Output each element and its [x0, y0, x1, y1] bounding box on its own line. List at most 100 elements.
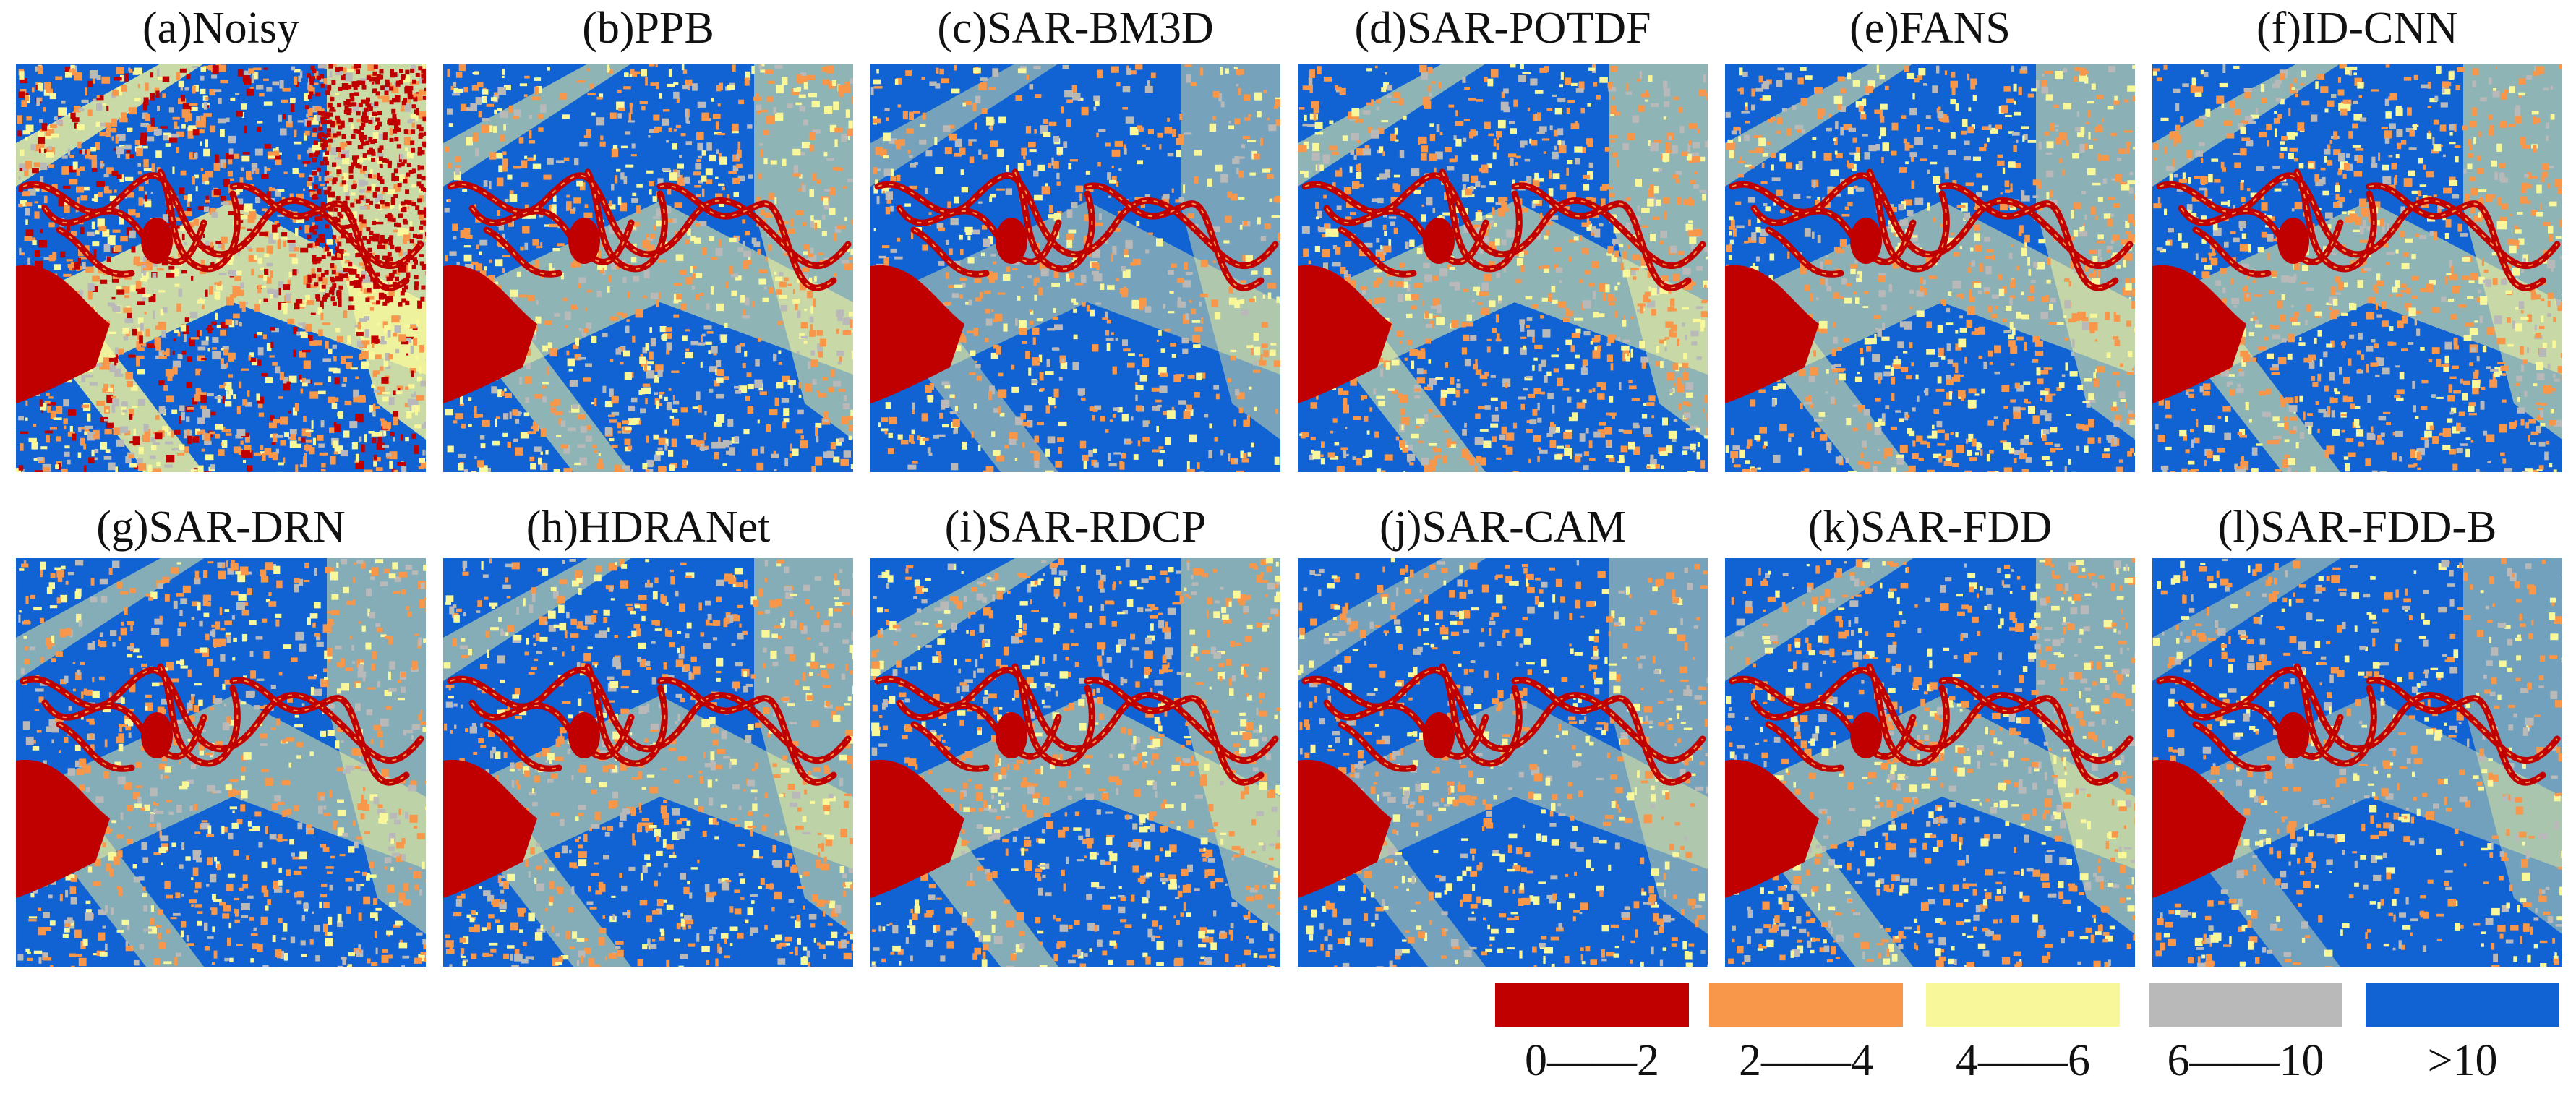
speckle: [732, 177, 740, 184]
speckle: [402, 252, 408, 255]
speckle: [1061, 106, 1064, 114]
speckle: [453, 82, 457, 87]
speckle: [675, 170, 680, 178]
speckle: [315, 92, 321, 97]
speckle: [658, 437, 667, 445]
speckle: [1260, 354, 1263, 362]
speckle: [364, 469, 373, 472]
speckle: [361, 219, 367, 224]
speckle: [354, 282, 359, 287]
speckle: [1092, 249, 1100, 258]
speckle: [594, 450, 598, 453]
speckle: [371, 82, 375, 85]
speckle: [756, 196, 761, 204]
speckle: [411, 406, 414, 413]
speckle: [253, 67, 262, 71]
speckle: [181, 95, 185, 102]
speckle: [272, 81, 279, 86]
speckle: [1591, 231, 1598, 236]
speckle: [406, 353, 408, 356]
speckle: [1302, 123, 1309, 127]
speckle: [935, 83, 941, 89]
speckle: [372, 221, 377, 226]
speckle: [1356, 148, 1365, 156]
speckle: [160, 309, 164, 316]
speckle: [318, 176, 322, 181]
speckle: [43, 467, 50, 472]
speckle: [922, 244, 928, 251]
speckle: [959, 147, 966, 155]
speckle: [317, 307, 322, 315]
speckle: [91, 159, 98, 168]
speckle: [807, 291, 813, 299]
speckle: [574, 158, 579, 166]
speckle: [1384, 454, 1393, 461]
speckle: [471, 471, 477, 472]
speckle: [353, 394, 359, 403]
speckle: [367, 74, 377, 77]
speckle: [137, 398, 145, 406]
speckle: [1544, 375, 1548, 383]
speckle: [177, 354, 183, 359]
speckle: [1276, 296, 1280, 303]
speckle: [221, 201, 229, 205]
speckle: [1098, 129, 1106, 132]
speckle: [1403, 441, 1407, 446]
speckle: [1199, 471, 1204, 472]
speckle: [591, 402, 594, 405]
speckle: [248, 68, 255, 74]
speckle: [672, 409, 678, 413]
speckle: [527, 157, 536, 161]
speckle: [116, 289, 125, 295]
speckle: [990, 272, 998, 281]
speckle: [671, 370, 680, 373]
speckle: [313, 184, 318, 189]
speckle: [332, 162, 337, 167]
speckle: [395, 276, 399, 281]
speckle: [417, 240, 422, 245]
speckle: [163, 385, 168, 391]
speckle: [1398, 98, 1404, 106]
speckle: [1093, 106, 1097, 111]
speckle: [127, 312, 132, 319]
speckle: [287, 318, 295, 325]
speckle: [672, 395, 675, 401]
speckle: [329, 427, 335, 433]
speckle: [373, 461, 377, 467]
speckle: [215, 312, 218, 320]
speckle: [967, 257, 975, 264]
speckle: [92, 77, 95, 84]
speckle: [1646, 300, 1656, 308]
speckle: [1468, 98, 1476, 101]
speckle: [379, 145, 384, 150]
speckle: [554, 312, 560, 317]
speckle: [668, 388, 672, 391]
speckle: [1201, 317, 1204, 324]
speckle: [813, 276, 817, 282]
speckle: [304, 379, 311, 384]
speckle: [46, 393, 50, 396]
speckle: [1251, 270, 1258, 275]
speckle: [1689, 280, 1693, 287]
speckle: [228, 374, 234, 378]
speckle: [296, 331, 300, 336]
speckle: [320, 420, 325, 428]
speckle: [270, 327, 275, 331]
speckle: [163, 135, 168, 140]
speckle: [237, 249, 240, 256]
speckle: [174, 283, 180, 287]
speckle: [1385, 72, 1387, 75]
speckle: [25, 400, 28, 406]
speckle: [393, 194, 398, 198]
speckle: [631, 143, 636, 149]
speckle: [1315, 164, 1324, 171]
speckle: [883, 257, 889, 266]
speckle: [1610, 66, 1617, 72]
speckle: [942, 125, 951, 132]
speckle: [97, 218, 105, 228]
speckle: [848, 312, 853, 317]
lake: [568, 218, 600, 264]
speckle: [1585, 428, 1589, 434]
speckle: [1622, 143, 1629, 151]
speckle: [262, 453, 266, 461]
